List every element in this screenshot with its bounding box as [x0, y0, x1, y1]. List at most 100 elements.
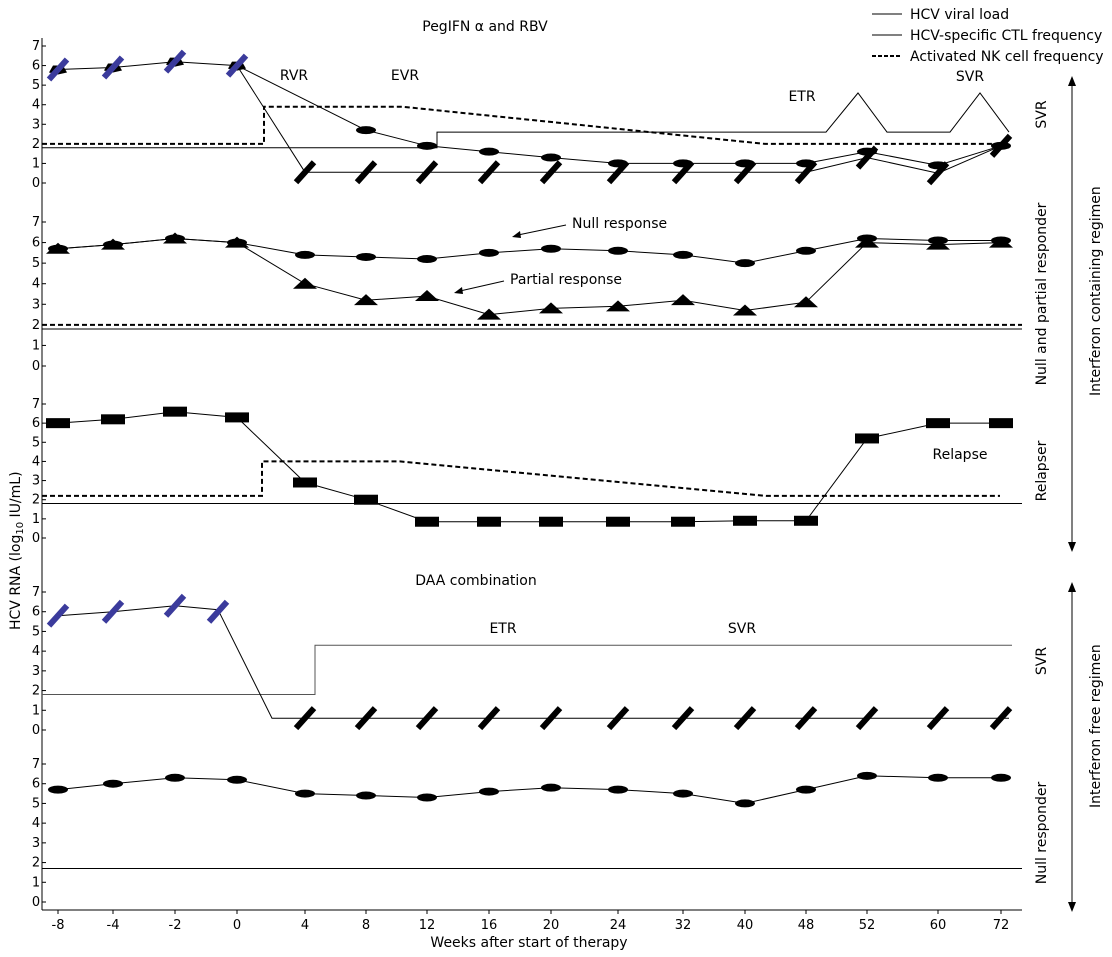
- p2-ytick-label-5: 5: [32, 256, 40, 271]
- panel5-viral-point-72: [991, 773, 1011, 782]
- x-tick-label-6: 12: [419, 918, 436, 933]
- panel2-arrowhead-partial: [454, 287, 463, 294]
- p1-ytick-label-4: 4: [32, 98, 40, 113]
- p4-side-label: SVR: [1034, 647, 1050, 675]
- panel1-undetectable-point-40: [733, 160, 757, 185]
- p4-ytick-label-7: 7: [32, 585, 40, 600]
- panel5-viral-point--8: [48, 785, 68, 794]
- panel1-viral-point-20: [541, 153, 561, 162]
- panel2-null-point-8: [356, 252, 376, 261]
- p4-ytick-label-5: 5: [32, 624, 40, 639]
- legend: HCV viral load HCV-specific CTL frequenc…: [872, 7, 1104, 65]
- x-tick-label-2: -2: [169, 918, 182, 933]
- p5-side-label: Null responder: [1034, 782, 1050, 885]
- panel-null-partial: 0 1 2 3 4 5 6 7 Null and partial responder Null r…: [32, 202, 1050, 385]
- panel-null-responder: 0 1 2 3 4 5 6 7 Null responder: [32, 757, 1050, 910]
- panel5-viral-point-16: [479, 787, 499, 796]
- panel2-arrow-null: [517, 224, 567, 236]
- panel3-viral-point-20: [539, 516, 563, 527]
- panel4-viral-point-16: [477, 706, 501, 731]
- panel1-undetectable-point-60: [926, 161, 950, 186]
- x-tick-label-10: 32: [675, 918, 692, 933]
- panel1-viral-point-12: [417, 141, 437, 150]
- p1-ytick-label-3: 3: [32, 117, 40, 132]
- panel1-ann-svr: SVR: [956, 69, 984, 85]
- p3-ytick-label-7: 7: [32, 397, 40, 412]
- panel1-ann-rvr: RVR: [280, 68, 309, 84]
- panel1-undetectable-point-16: [477, 160, 501, 185]
- p1-ytick-label-1: 1: [32, 156, 40, 171]
- x-axis: -8 -4 -2 0 4 8 12 16 20 24 32 40 48 52 60 72: [52, 910, 1009, 933]
- x-tick-label-9: 24: [610, 918, 627, 933]
- panel5-viral-point-12: [417, 793, 437, 802]
- panel3-viral-point-24: [606, 516, 630, 527]
- panel1-slash-pre--2: [163, 49, 187, 74]
- panel1-undetectable-point-72: [989, 133, 1013, 158]
- panel5-viral-point-48: [796, 785, 816, 794]
- panel3-viral-point--8: [46, 418, 70, 429]
- panel5-viral-point-60: [928, 773, 948, 782]
- panel2-partial-point-20: [539, 302, 563, 314]
- panel4-viral-point-4: [293, 706, 317, 731]
- p3-side-label: Relapser: [1034, 440, 1050, 501]
- p1-ytick-label-2: 2: [32, 137, 40, 152]
- panel1-slash-pre--4: [101, 55, 125, 80]
- regimen-interferon-label: Interferon containing regimen: [1088, 186, 1104, 396]
- p5-ytick-label-7: 7: [32, 757, 40, 772]
- x-tick-label-14: 60: [930, 918, 947, 933]
- panel4-viral-point-72: [989, 706, 1013, 731]
- panel3-viral-point-8: [354, 494, 378, 505]
- x-tick-label-8: 20: [543, 918, 560, 933]
- panel1-slash-pre--8: [46, 57, 70, 82]
- panel4-title: DAA combination: [415, 573, 536, 589]
- panel4-ann-etr: ETR: [489, 621, 516, 637]
- panel2-null-line: [57, 237, 1001, 264]
- panel-relapser: 0 1 2 3 4 5 6 7 Relapser Relapse: [32, 397, 1050, 546]
- panel1-undetectable-point-4: [293, 160, 317, 185]
- panel2-partial-point-40: [733, 304, 757, 316]
- p4-ytick-label-3: 3: [32, 664, 40, 679]
- regimen-free-label: Interferon free regimen: [1088, 644, 1104, 808]
- panel2-ann-null: Null response: [572, 216, 667, 232]
- p2-ytick-label-2: 2: [32, 318, 40, 333]
- panel1-undetectable-point-52: [855, 145, 879, 170]
- panel4-viral-point-32: [671, 706, 695, 731]
- panel2-partial-point-4: [293, 277, 317, 289]
- panel2-null-point-12: [417, 255, 437, 264]
- panel1-undetectable-point-20: [539, 160, 563, 185]
- x-tick-label-3: 0: [233, 918, 241, 933]
- panel4-viral-point-8: [354, 706, 378, 731]
- p5-ytick-label-5: 5: [32, 796, 40, 811]
- p4-ytick-label-6: 6: [32, 605, 40, 620]
- x-tick-label-13: 52: [859, 918, 876, 933]
- panel3-viral-point-60: [926, 418, 950, 429]
- panel5-viral-point-52: [857, 771, 877, 780]
- panel4-viral-point-12: [415, 706, 439, 731]
- legend-nk-label: Activated NK cell frequency: [910, 49, 1104, 65]
- p3-ytick-label-3: 3: [32, 474, 40, 489]
- x-tick-label-11: 40: [737, 918, 754, 933]
- panel5-viral-line: [57, 775, 1001, 804]
- p3-ytick-label-0: 0: [32, 531, 40, 546]
- x-tick-label-7: 16: [481, 918, 498, 933]
- p1-ytick-label-7: 7: [32, 39, 40, 54]
- p5-ytick-label-3: 3: [32, 836, 40, 851]
- panel4-slash-pre-0: [206, 599, 230, 624]
- panel4-slash-pre--8: [46, 603, 70, 628]
- panel4-viral-point-48: [794, 706, 818, 731]
- p5-ytick-label-0: 0: [32, 895, 40, 910]
- p5-ytick-label-4: 4: [32, 816, 40, 831]
- p5-ytick-label-1: 1: [32, 875, 40, 890]
- panel3-viral-point-32: [671, 516, 695, 527]
- p1-ytick-label-6: 6: [32, 59, 40, 74]
- p1-side-label: SVR: [1034, 100, 1050, 128]
- panel2-null-point-48: [796, 246, 816, 255]
- panel5-viral-point-20: [541, 783, 561, 792]
- regimen-free: Interferon free regimen: [1068, 582, 1104, 912]
- panel2-partial-point--2: [163, 232, 187, 244]
- panel2-null-point-16: [479, 248, 499, 257]
- legend-ctl-label: HCV-specific CTL frequency: [910, 28, 1102, 44]
- panel2-null-point-24: [608, 246, 628, 255]
- panel1-nk-line: [42, 105, 1009, 145]
